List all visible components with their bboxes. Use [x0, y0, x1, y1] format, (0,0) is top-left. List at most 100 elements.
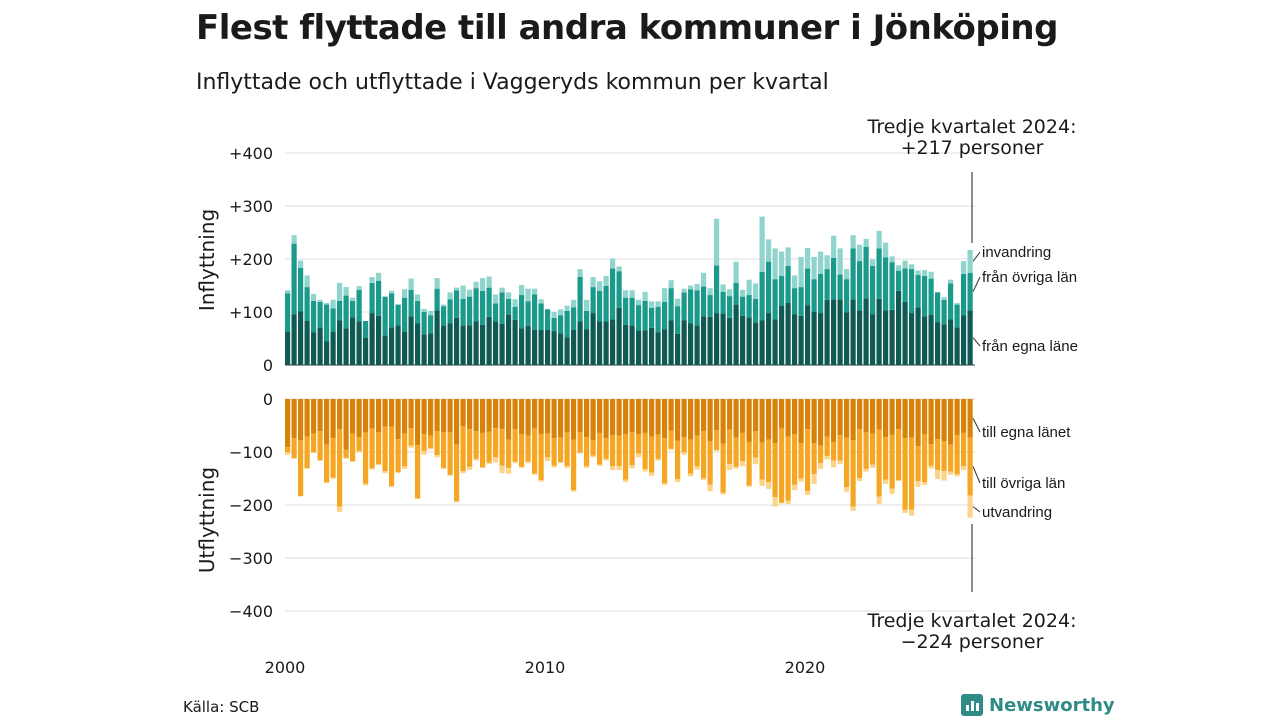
- bar-ut-0-79: [798, 399, 804, 443]
- bar-ut-1-37: [525, 435, 531, 462]
- bar-in-1-22: [428, 315, 434, 334]
- bar-in-1-90: [870, 265, 876, 315]
- bar-ut-0-34: [506, 399, 512, 440]
- bar-ut-2-23: [434, 455, 440, 458]
- bar-in-1-33: [499, 292, 505, 324]
- bar-ut-1-93: [889, 434, 895, 489]
- bar-in-0-9: [343, 328, 349, 365]
- bar-in-0-13: [369, 313, 375, 365]
- bar-ut-2-19: [408, 445, 414, 448]
- bar-ut-0-49: [603, 399, 609, 439]
- bar-in-1-51: [616, 271, 622, 308]
- bar-in-2-74: [766, 239, 772, 262]
- bar-ut-0-64: [701, 399, 707, 432]
- bar-ut-0-100: [935, 399, 941, 440]
- bar-in-0-5: [317, 327, 323, 365]
- bar-in-1-34: [506, 298, 512, 315]
- bar-ut-1-94: [896, 429, 902, 481]
- bar-in-1-59: [668, 288, 674, 321]
- bar-in-0-39: [538, 330, 544, 365]
- bar-in-0-6: [324, 341, 330, 365]
- bar-ut-0-102: [948, 399, 954, 445]
- bar-in-2-8: [337, 282, 343, 301]
- bar-ut-0-35: [512, 399, 518, 430]
- bar-ut-2-66: [714, 449, 720, 451]
- bar-ut-1-11: [356, 437, 362, 451]
- bar-ut-2-69: [733, 466, 739, 469]
- bar-in-0-8: [337, 320, 343, 365]
- bar-ut-1-21: [421, 433, 427, 451]
- bar-in-0-26: [454, 317, 460, 365]
- bar-in-0-43: [564, 337, 570, 365]
- bar-in-1-24: [441, 306, 447, 326]
- bar-in-0-64: [701, 316, 707, 365]
- bar-in-2-5: [317, 299, 323, 302]
- bar-ut-0-71: [746, 399, 752, 442]
- bar-in-1-91: [876, 248, 882, 299]
- bar-ut-2-17: [395, 472, 401, 474]
- bar-in-0-74: [766, 313, 772, 365]
- bar-ut-0-85: [837, 399, 843, 436]
- bar-ut-2-9: [343, 457, 349, 459]
- bar-ut-1-63: [694, 435, 700, 467]
- bar-in-1-83: [824, 269, 830, 300]
- bar-ut-2-85: [837, 460, 843, 465]
- bar-ut-2-86: [844, 486, 850, 492]
- bar-ut-1-18: [402, 433, 408, 467]
- bar-in-2-38: [532, 288, 538, 295]
- bar-ut-2-6: [324, 482, 330, 484]
- bar-ut-1-3: [304, 436, 310, 469]
- bar-in-0-99: [928, 314, 934, 365]
- bar-in-2-100: [935, 291, 941, 293]
- bar-in-1-28: [467, 296, 473, 326]
- bar-ut-1-103: [954, 435, 960, 475]
- bar-ut-1-58: [662, 438, 668, 484]
- bar-ut-1-104: [961, 432, 967, 467]
- bar-in-2-0: [285, 290, 291, 294]
- bar-ut-2-53: [629, 465, 635, 469]
- bar-ut-1-50: [610, 435, 616, 467]
- bar-ut-0-44: [571, 399, 577, 440]
- bar-in-0-92: [883, 310, 889, 365]
- bar-in-1-99: [928, 278, 934, 315]
- bar-in-0-24: [441, 325, 447, 365]
- bar-ut-2-81: [811, 474, 817, 484]
- bar-in-1-87: [850, 248, 856, 300]
- bar-ut-1-27: [460, 426, 466, 472]
- bar-in-1-47: [590, 287, 596, 314]
- bar-in-0-17: [395, 325, 401, 365]
- bar-ut-0-15: [382, 399, 388, 427]
- bar-in-2-40: [545, 308, 551, 310]
- bar-ut-2-56: [649, 472, 655, 476]
- series-label-top: från övriga län: [982, 269, 1077, 286]
- bar-in-1-42: [558, 315, 564, 334]
- bar-in-0-57: [655, 332, 661, 365]
- bar-in-2-57: [655, 301, 661, 307]
- bar-in-0-77: [785, 302, 791, 365]
- bar-ut-2-21: [421, 450, 427, 455]
- bar-in-1-98: [922, 275, 928, 317]
- chart-subtitle: Inflyttade och utflyttade i Vaggeryds ko…: [196, 70, 829, 95]
- bar-ut-0-94: [896, 399, 902, 430]
- bar-ut-1-48: [597, 432, 603, 465]
- bar-ut-0-88: [857, 399, 863, 430]
- bar-in-0-66: [714, 313, 720, 365]
- bar-in-0-18: [402, 331, 408, 365]
- y-tick-label-bottom: −200: [229, 496, 273, 515]
- bar-in-0-88: [857, 310, 863, 365]
- series-label-top: från egna läne: [982, 338, 1078, 355]
- bar-ut-0-22: [428, 399, 434, 436]
- bar-ut-2-62: [688, 473, 694, 477]
- bar-ut-0-29: [473, 399, 479, 432]
- bar-in-2-23: [434, 278, 440, 289]
- bar-ut-0-66: [714, 399, 720, 431]
- bar-in-2-98: [922, 270, 928, 276]
- bar-in-0-32: [493, 321, 499, 365]
- bar-in-0-55: [642, 330, 648, 365]
- bar-in-0-58: [662, 329, 668, 365]
- bar-in-0-63: [694, 325, 700, 365]
- bar-in-1-6: [324, 304, 330, 342]
- bar-ut-1-25: [447, 432, 453, 475]
- bar-ut-1-75: [772, 442, 778, 498]
- bar-in-1-44: [571, 307, 577, 331]
